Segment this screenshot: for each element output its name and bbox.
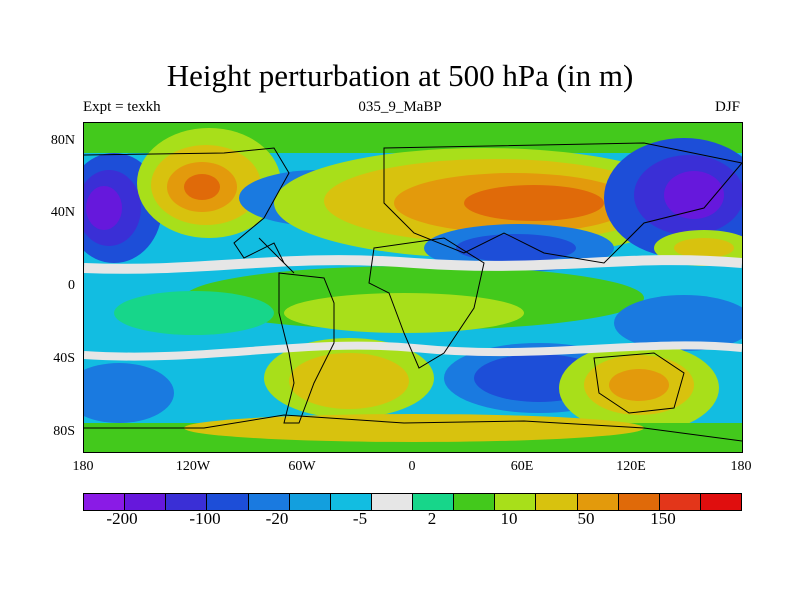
colorbar-swatch [659, 494, 701, 510]
colorbar-swatch [248, 494, 290, 510]
map-panel [83, 122, 743, 453]
x-tick-0: 0 [408, 459, 416, 474]
colorbar-swatch [536, 494, 578, 510]
colorbar-swatch [84, 494, 126, 510]
colorbar-swatch [289, 494, 331, 510]
colorbar-label: -200 [106, 509, 138, 528]
coastline-eurasia [383, 142, 742, 264]
colorbar-label: -20 [265, 509, 289, 528]
coastline-north-america [84, 147, 295, 274]
x-tick-120w: 120W [175, 459, 211, 474]
run-label: 035_9_MaBP [358, 99, 442, 115]
y-tick-40n: 40N [50, 205, 75, 220]
colorbar-label: 50 [577, 509, 595, 528]
coastline-south-america [278, 272, 335, 424]
colorbar-swatch [700, 494, 741, 510]
colorbar-swatch [125, 494, 167, 510]
coastline-australia [593, 352, 685, 414]
colorbar-label: -5 [352, 509, 368, 528]
y-tick-0: 0 [68, 278, 75, 293]
colorbar-swatch [371, 494, 413, 510]
colorbar-swatch [577, 494, 619, 510]
season-label: DJF [714, 99, 740, 115]
x-tick-120e: 120E [616, 459, 646, 474]
colorbar [83, 493, 742, 511]
colorbar-label: 150 [650, 509, 676, 528]
x-tick-180e: 180 [730, 459, 752, 474]
y-tick-80s: 80S [53, 424, 75, 439]
colorbar-label: 2 [427, 509, 437, 528]
y-tick-40s: 40S [53, 351, 75, 366]
x-tick-60e: 60E [510, 459, 534, 474]
coastline-africa [368, 237, 485, 369]
coastline-antarctica [84, 414, 742, 442]
colorbar-swatch [330, 494, 372, 510]
contour-field [84, 123, 742, 452]
colorbar-swatch [618, 494, 660, 510]
colorbar-swatch [413, 494, 455, 510]
x-tick-180w: 180 [72, 459, 94, 474]
colorbar-label: 10 [500, 509, 518, 528]
colorbar-swatch [495, 494, 537, 510]
x-tick-60w: 60W [288, 459, 316, 474]
experiment-label: Expt = texkh [83, 99, 161, 115]
colorbar-swatch [166, 494, 208, 510]
y-tick-80n: 80N [50, 133, 75, 148]
colorbar-label: -100 [189, 509, 221, 528]
plot-title: Height perturbation at 500 hPa (in m) [166, 58, 634, 93]
colorbar-swatch [207, 494, 249, 510]
colorbar-swatch [454, 494, 496, 510]
